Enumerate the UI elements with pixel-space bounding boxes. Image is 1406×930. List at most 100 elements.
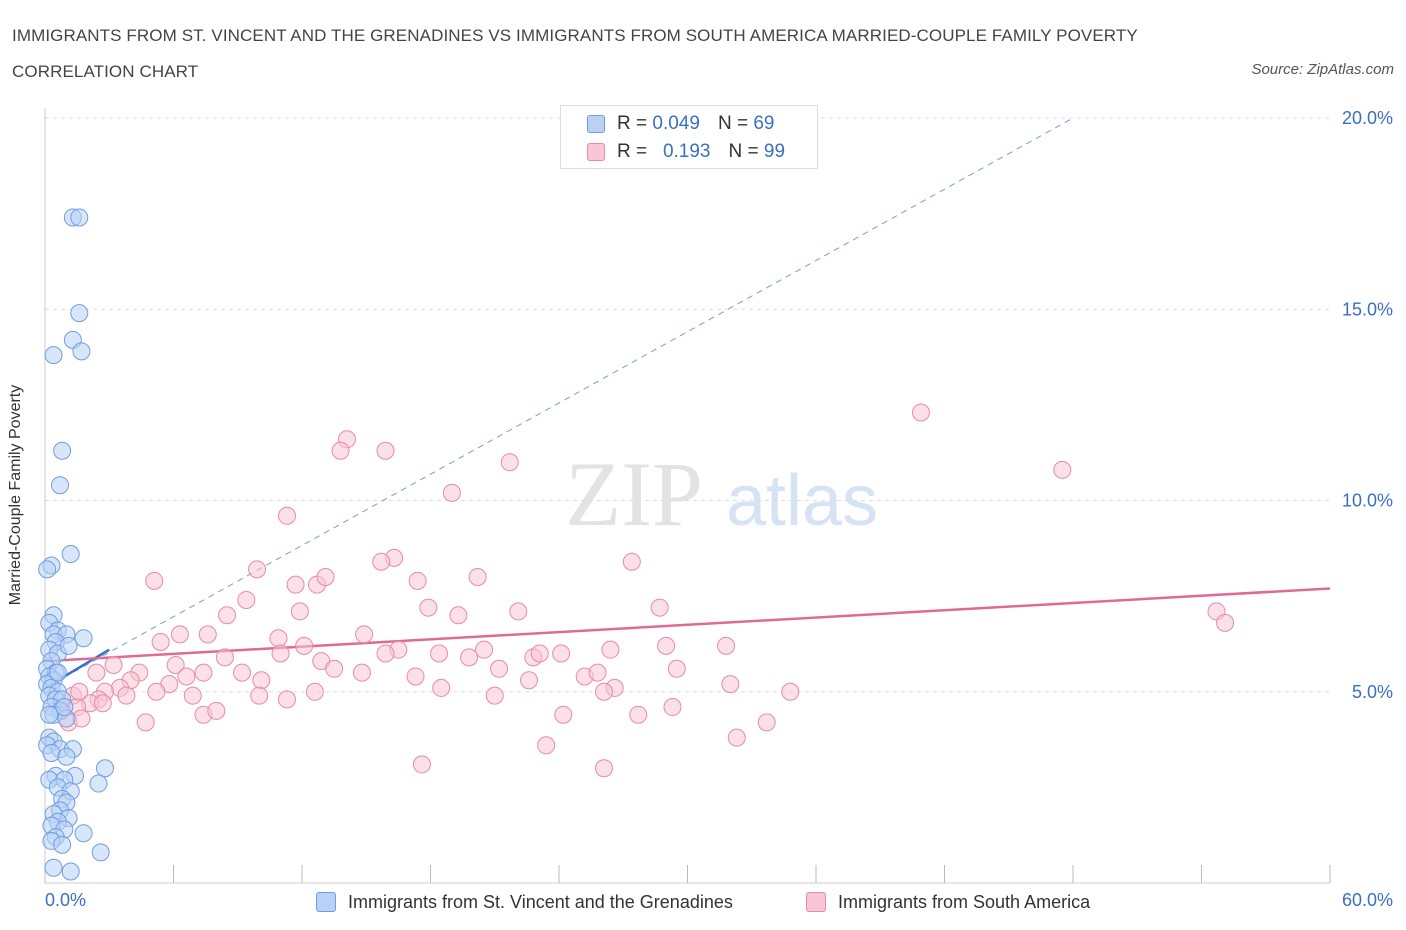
point-stvincent: [89, 774, 108, 793]
point-southamerica: [170, 625, 189, 644]
point-southamerica: [757, 713, 776, 732]
point-southamerica: [376, 441, 395, 460]
point-stvincent: [50, 476, 69, 495]
point-southamerica: [278, 506, 297, 525]
point-stvincent: [57, 747, 76, 766]
y-tick-labels: 5.0% 10.0% 15.0% 20.0%: [1342, 108, 1393, 702]
point-southamerica: [781, 682, 800, 701]
y-axis-label: Married-Couple Family Poverty: [7, 384, 24, 606]
point-southamerica: [721, 675, 740, 694]
point-southamerica: [629, 705, 648, 724]
point-southamerica: [250, 686, 269, 705]
point-stvincent: [72, 342, 91, 361]
point-southamerica: [215, 648, 234, 667]
point-southamerica: [650, 598, 669, 617]
point-southamerica: [252, 671, 271, 690]
point-southamerica: [432, 678, 451, 697]
point-stvincent: [48, 663, 67, 682]
source-label: Source: ZipAtlas.com: [1251, 61, 1394, 78]
point-southamerica: [93, 694, 112, 713]
point-stvincent: [70, 304, 89, 323]
point-southamerica: [1216, 613, 1235, 632]
legend-row-southamerica: R = 0.193 N = 99: [587, 139, 785, 165]
point-southamerica: [408, 571, 427, 590]
point-southamerica: [290, 602, 309, 621]
point-southamerica: [727, 728, 746, 747]
legend-row-stvincent: R = 0.049 N = 69: [587, 111, 774, 137]
point-southamerica: [207, 701, 226, 720]
trend-dashed-stvincent: [44, 117, 1074, 689]
y-tick-label: 5.0%: [1352, 682, 1393, 702]
point-southamerica: [475, 640, 494, 659]
point-southamerica: [278, 690, 297, 709]
point-southamerica: [331, 441, 350, 460]
point-southamerica: [177, 667, 196, 686]
point-southamerica: [166, 655, 185, 674]
point-southamerica: [147, 682, 166, 701]
watermark-zip: ZIP: [565, 443, 703, 545]
legend-n-value: 69: [753, 113, 775, 134]
bottom-legend-label: Immigrants from South America: [838, 891, 1091, 912]
legend-r-label: R =: [617, 141, 648, 162]
point-stvincent: [59, 636, 78, 655]
point-southamerica: [248, 560, 267, 579]
point-stvincent: [38, 560, 57, 579]
legend-swatch-pink: [587, 143, 605, 161]
point-southamerica: [449, 606, 468, 625]
point-southamerica: [237, 590, 256, 609]
point-southamerica: [286, 575, 305, 594]
point-stvincent: [53, 835, 72, 854]
point-southamerica: [87, 663, 106, 682]
point-southamerica: [376, 644, 395, 663]
point-southamerica: [430, 644, 449, 663]
point-southamerica: [554, 705, 573, 724]
point-southamerica: [151, 633, 170, 652]
point-southamerica: [490, 659, 509, 678]
y-tick-label: 20.0%: [1342, 108, 1393, 128]
legend-r-value: 0.193: [662, 141, 711, 162]
point-southamerica: [667, 659, 686, 678]
point-southamerica: [460, 648, 479, 667]
point-southamerica: [500, 453, 519, 472]
point-southamerica: [520, 671, 539, 690]
point-southamerica: [194, 663, 213, 682]
grid-lines: [45, 117, 1330, 693]
point-southamerica: [305, 682, 324, 701]
legend-n-label: N =: [728, 141, 759, 162]
point-southamerica: [70, 682, 89, 701]
point-southamerica: [657, 636, 676, 655]
y-tick-label: 10.0%: [1342, 491, 1393, 511]
point-southamerica: [537, 736, 556, 755]
point-southamerica: [594, 759, 613, 778]
point-southamerica: [911, 403, 930, 422]
point-stvincent: [44, 858, 63, 877]
point-stvincent: [53, 441, 72, 460]
point-southamerica: [622, 552, 641, 571]
point-southamerica: [352, 663, 371, 682]
point-southamerica: [316, 568, 335, 586]
point-southamerica: [530, 644, 549, 663]
point-southamerica: [412, 755, 431, 774]
point-southamerica: [218, 606, 237, 625]
point-southamerica: [588, 663, 607, 682]
point-stvincent: [74, 629, 93, 648]
bottom-legend-swatch-pink: [806, 892, 826, 912]
point-southamerica: [552, 644, 571, 663]
legend-r-label: R =: [617, 113, 648, 134]
bottom-legend-stvincent: Immigrants from St. Vincent and the Gren…: [316, 889, 733, 915]
point-southamerica: [372, 552, 391, 571]
point-stvincent: [61, 862, 80, 881]
chart-title: IMMIGRANTS FROM ST. VINCENT AND THE GREN…: [12, 26, 1138, 81]
legend-swatch-blue: [587, 115, 605, 133]
point-southamerica: [594, 682, 613, 701]
point-southamerica: [136, 713, 155, 732]
point-southamerica: [325, 659, 344, 678]
legend-n-value: 99: [763, 141, 786, 162]
point-stvincent: [91, 843, 110, 862]
point-stvincent: [95, 759, 114, 778]
point-southamerica: [419, 598, 438, 617]
point-southamerica: [485, 686, 504, 705]
point-southamerica: [269, 629, 288, 648]
legend-n-label: N =: [717, 113, 749, 134]
